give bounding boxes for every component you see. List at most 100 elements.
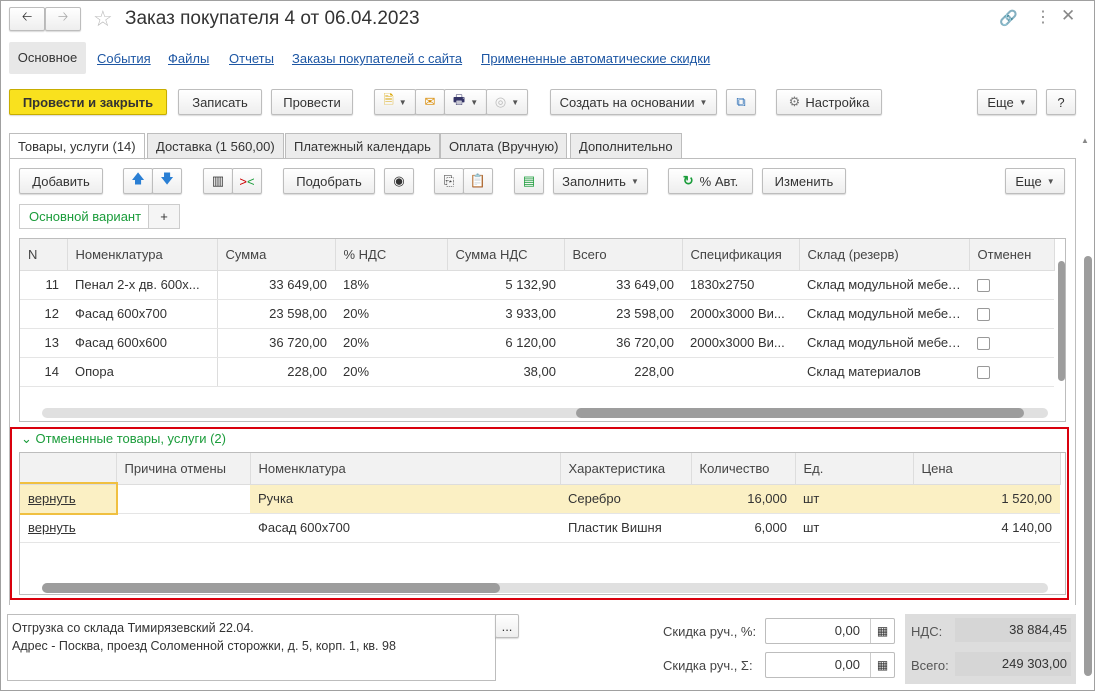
help-button[interactable]: ? xyxy=(1046,89,1076,115)
tab-goods[interactable]: Товары, услуги (14) xyxy=(9,133,145,160)
calculator-icon[interactable]: ▦ xyxy=(870,619,894,643)
column-header[interactable]: Причина отмены xyxy=(116,453,251,485)
return-link[interactable]: вернуть xyxy=(20,513,116,543)
table-cell: 23 598,00 xyxy=(564,299,682,329)
return-link[interactable]: вернуть xyxy=(20,482,118,515)
items-vscroll[interactable] xyxy=(1054,239,1065,409)
tab-payment-calendar[interactable]: Платежный календарь xyxy=(285,133,440,159)
hierarchy-icon: ⧉ xyxy=(736,94,746,109)
table-cell xyxy=(682,357,799,387)
table-row[interactable]: вернуть Ручка Серебро 16,000 шт 1 520,00 xyxy=(20,482,1060,515)
cancelled-checkbox[interactable] xyxy=(969,357,1054,387)
discount-sum-field[interactable]: 0,00 ▦ xyxy=(765,652,895,678)
discount-percent-field[interactable]: 0,00 ▦ xyxy=(765,618,895,644)
table-cell: 12 xyxy=(20,299,67,329)
column-header[interactable]: N xyxy=(20,239,68,271)
scroll-up-icon[interactable]: ▲ xyxy=(1081,136,1089,145)
calculator-icon[interactable]: ▦ xyxy=(870,653,894,677)
column-header[interactable]: Количество xyxy=(691,453,796,485)
print-button[interactable]: 🖶 ▼ xyxy=(444,89,487,115)
table-row[interactable]: 13 Фасад 600х600 36 720,00 20% 6 120,00 36 72… xyxy=(20,328,1054,358)
star-icon[interactable]: ☆ xyxy=(93,6,113,31)
column-header[interactable]: Характеристика xyxy=(560,453,692,485)
column-header[interactable]: Ед. xyxy=(795,453,914,485)
split-button[interactable]: >< xyxy=(232,168,262,194)
nav-files[interactable]: Файлы xyxy=(168,51,210,66)
table-row[interactable]: 11 Пенал 2-х дв. 600х... 33 649,00 18% 5 132… xyxy=(20,270,1054,300)
column-header[interactable]: Цена xyxy=(913,453,1061,485)
cancelled-checkbox[interactable] xyxy=(969,328,1054,358)
table-cell: 23 598,00 xyxy=(217,299,335,329)
nav-main[interactable]: Основное xyxy=(9,42,86,74)
comment-field[interactable]: Отгрузка со склада Тимирязевский 22.04. … xyxy=(7,614,496,681)
copy-icon: ⎘ xyxy=(443,173,455,188)
barcode-button[interactable]: ▥ xyxy=(203,168,233,194)
nav-auto-discounts[interactable]: Примененные автоматические скидки xyxy=(481,51,711,66)
close-icon[interactable]: ✕ xyxy=(1061,6,1076,25)
table-row[interactable]: 12 Фасад 600х700 23 598,00 20% 3 933,00 23 59… xyxy=(20,299,1054,329)
column-header[interactable]: Отменен xyxy=(969,239,1055,271)
variant-main[interactable]: Основной вариант xyxy=(19,204,149,229)
totals-panel: НДС: 38 884,45 Всего: 249 303,00 xyxy=(905,614,1076,684)
comment-edit-button[interactable]: ... xyxy=(495,614,519,638)
column-header[interactable]: Номенклатура xyxy=(250,453,561,485)
cancelled-section-toggle[interactable]: ⌄ Отмененные товары, услуги (2) xyxy=(21,431,226,446)
column-header[interactable] xyxy=(20,453,117,485)
circle-icon: ◎ xyxy=(494,94,507,109)
add-button[interactable]: Добавить xyxy=(19,168,103,194)
table-row[interactable]: вернуть Фасад 600х700 Пластик Вишня 6,000 шт… xyxy=(20,513,1060,543)
move-down-button[interactable]: 🡇 xyxy=(152,168,182,194)
cancelled-checkbox[interactable] xyxy=(969,299,1054,329)
table-fill-button[interactable]: ▤ xyxy=(514,168,544,194)
tab-delivery[interactable]: Доставка (1 560,00) xyxy=(147,133,284,159)
post-and-close-button[interactable]: Провести и закрыть xyxy=(9,89,167,115)
save-button[interactable]: Записать xyxy=(178,89,262,115)
table-icon: ▤ xyxy=(522,173,536,188)
tab-payment[interactable]: Оплата (Вручную) xyxy=(440,133,568,159)
cancelled-checkbox[interactable] xyxy=(969,270,1054,300)
structure-button[interactable]: ⧉ xyxy=(726,89,756,115)
column-header[interactable]: Сумма xyxy=(217,239,336,271)
move-up-button[interactable]: 🡅 xyxy=(123,168,153,194)
column-header[interactable]: Склад (резерв) xyxy=(799,239,970,271)
pick-button[interactable]: Подобрать xyxy=(283,168,375,194)
paste-button[interactable]: 📋 xyxy=(463,168,493,194)
column-header[interactable]: Сумма НДС xyxy=(447,239,565,271)
table-cell: 6 120,00 xyxy=(447,328,564,358)
create-document-button[interactable]: 🗎 ▼ xyxy=(374,89,416,115)
fill-button[interactable]: Заполнить ▼ xyxy=(553,168,648,194)
table-cell: Склад модульной мебели xyxy=(799,270,969,300)
nav-events[interactable]: События xyxy=(97,51,151,66)
link-icon[interactable]: 🔗 xyxy=(999,10,1018,27)
barcode-icon: ▥ xyxy=(211,173,225,188)
nav-site-orders[interactable]: Заказы покупателей с сайта xyxy=(292,51,463,66)
change-button[interactable]: Изменить xyxy=(762,168,846,194)
table-row[interactable]: 14 Опора 228,00 20% 38,00 228,00 Склад материа… xyxy=(20,357,1054,387)
more-button[interactable]: Еще ▼ xyxy=(977,89,1037,115)
vertical-scrollbar[interactable] xyxy=(1084,256,1092,676)
back-button[interactable]: 🡠 xyxy=(9,7,45,31)
column-header[interactable]: Всего xyxy=(564,239,683,271)
column-header[interactable]: Номенклатура xyxy=(67,239,218,271)
status-button[interactable]: ◎ ▼ xyxy=(486,89,528,115)
column-header[interactable]: % НДС xyxy=(335,239,448,271)
create-based-on-button[interactable]: Создать на основании ▼ xyxy=(550,89,717,115)
auto-percent-button[interactable]: ↻% Авт. xyxy=(668,168,753,194)
forward-button[interactable]: 🡢 xyxy=(45,7,81,31)
kebab-icon[interactable]: ⋮ xyxy=(1035,9,1051,26)
email-button[interactable]: ✉ xyxy=(415,89,445,115)
total-label: Всего: xyxy=(911,658,949,673)
items-more-button[interactable]: Еще ▼ xyxy=(1005,168,1065,194)
tab-additional[interactable]: Дополнительно xyxy=(570,133,682,159)
settings-button[interactable]: ⚙ Настройка xyxy=(776,89,882,115)
items-hscroll[interactable] xyxy=(42,408,1048,418)
column-header[interactable]: Спецификация xyxy=(682,239,800,271)
table-cell: Фасад 600х600 xyxy=(67,328,218,358)
cancelled-hscroll[interactable] xyxy=(42,583,1048,593)
nav-reports[interactable]: Отчеты xyxy=(229,51,274,66)
table-cell: 3 933,00 xyxy=(447,299,564,329)
post-button[interactable]: Провести xyxy=(271,89,353,115)
variant-add-button[interactable]: + xyxy=(148,204,180,229)
view-button[interactable]: ◉ xyxy=(384,168,414,194)
copy-button[interactable]: ⎘ xyxy=(434,168,464,194)
